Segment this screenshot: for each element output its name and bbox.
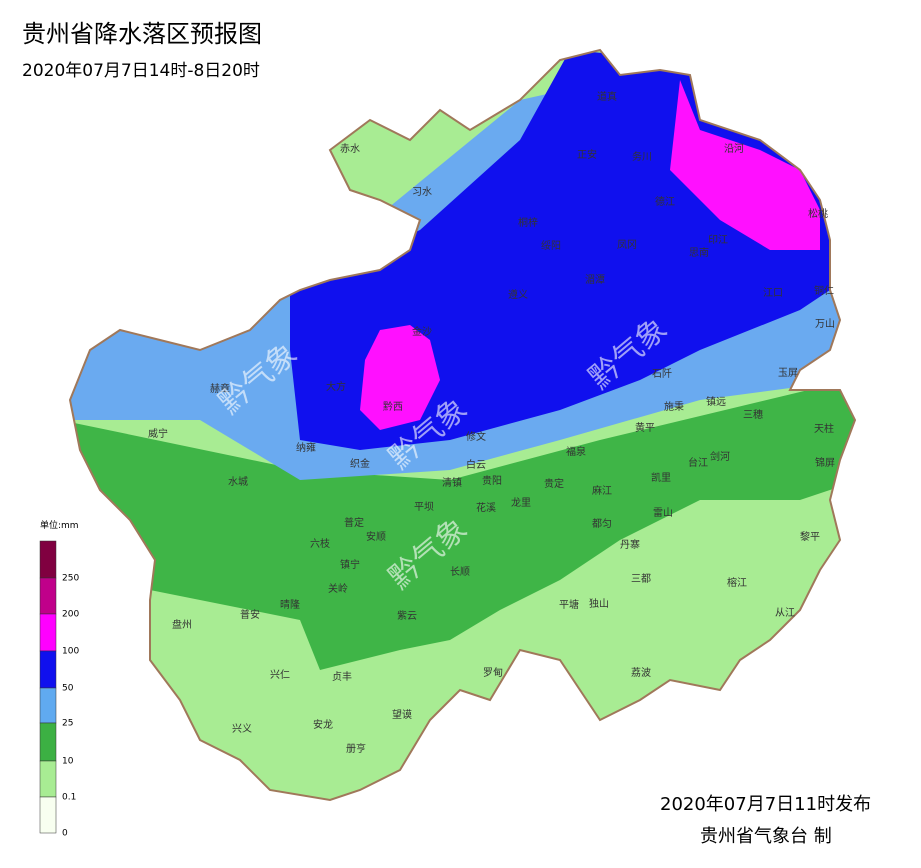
- city-label: 麻江: [592, 484, 612, 497]
- city-label: 桐梓: [518, 216, 538, 229]
- city-label: 织金: [350, 457, 370, 470]
- city-label: 凤冈: [617, 239, 637, 251]
- province-border: [68, 48, 857, 802]
- city-label: 黄平: [635, 421, 655, 434]
- city-label: 花溪: [476, 501, 496, 514]
- city-label: 镇远: [706, 395, 726, 408]
- city-label: 威宁: [148, 427, 168, 440]
- city-label: 江口: [763, 287, 783, 299]
- city-label: 福泉: [566, 445, 586, 458]
- city-label: 大方: [326, 380, 346, 393]
- city-label: 贵阳: [482, 474, 502, 487]
- city-label: 丹寨: [620, 538, 640, 551]
- city-label: 黎平: [800, 530, 820, 543]
- city-label: 剑河: [710, 450, 730, 463]
- city-label: 紫云: [397, 610, 417, 622]
- city-label: 修文: [466, 430, 486, 443]
- city-label: 沿河: [724, 143, 744, 155]
- subtitle: 2020年07月7日14时-8日20时: [22, 61, 260, 81]
- city-label: 三穗: [743, 408, 763, 421]
- legend-tick: 0: [62, 829, 68, 839]
- city-label: 平塘: [559, 598, 579, 611]
- city-label: 赫章: [210, 382, 230, 395]
- city-label: 榕江: [727, 576, 747, 589]
- city-label: 三都: [631, 573, 651, 585]
- city-label: 德江: [655, 195, 675, 208]
- city-label: 铜仁: [814, 285, 834, 297]
- city-label: 印江: [708, 234, 728, 246]
- city-label: 普定: [344, 516, 364, 529]
- city-label: 晴隆: [280, 598, 300, 611]
- city-label: 册亨: [346, 742, 366, 755]
- legend-tick: 250: [62, 574, 79, 584]
- city-label: 安龙: [313, 718, 333, 731]
- legend-tick: 50: [62, 684, 74, 694]
- city-label: 金沙: [412, 325, 432, 338]
- city-label: 施秉: [664, 400, 684, 413]
- city-label: 平坝: [414, 501, 434, 513]
- city-label: 习水: [412, 186, 432, 198]
- city-label: 龙里: [511, 496, 531, 509]
- city-label: 石阡: [652, 368, 672, 380]
- city-label: 荔波: [631, 666, 651, 679]
- city-label: 务川: [632, 150, 652, 163]
- city-label: 长顺: [450, 566, 470, 578]
- city-label: 天柱: [814, 422, 834, 435]
- city-label: 都匀: [592, 518, 612, 530]
- city-label: 凯里: [651, 471, 671, 484]
- city-label: 白云: [466, 458, 486, 471]
- city-label: 锦屏: [815, 456, 835, 469]
- issue-time: 2020年07月7日11时发布: [660, 794, 871, 815]
- city-label: 思南: [689, 246, 709, 259]
- city-label: 盘州: [172, 618, 192, 631]
- city-label: 纳雍: [296, 441, 316, 454]
- city-label: 贞丰: [332, 670, 352, 683]
- city-label: 罗甸: [483, 666, 503, 679]
- city-label: 安顺: [366, 530, 386, 543]
- legend-tick: 25: [62, 719, 73, 729]
- city-label: 兴义: [232, 723, 252, 735]
- city-label: 赤水: [340, 143, 360, 155]
- city-label: 清镇: [442, 476, 462, 489]
- city-label: 玉屏: [778, 367, 798, 379]
- city-label: 松桃: [808, 207, 828, 220]
- city-label: 独山: [589, 597, 609, 610]
- legend-unit: 单位:mm: [40, 519, 79, 531]
- city-label: 万山: [815, 318, 835, 330]
- city-label: 望谟: [392, 708, 412, 721]
- city-label: 兴仁: [270, 669, 290, 681]
- city-label: 六枝: [310, 537, 330, 550]
- city-label: 贵定: [544, 477, 564, 490]
- city-label: 关岭: [328, 582, 348, 595]
- city-label: 黔西: [383, 400, 403, 413]
- city-label: 台江: [688, 456, 708, 469]
- city-label: 绥阳: [541, 240, 561, 252]
- city-label: 湄潭: [585, 274, 605, 286]
- city-label: 遵义: [508, 288, 528, 301]
- city-label: 道真: [597, 90, 617, 103]
- legend-tick: 10: [62, 757, 74, 767]
- city-label: 镇宁: [340, 558, 360, 571]
- legend-tick: 100: [62, 647, 79, 657]
- agency: 贵州省气象台 制: [700, 826, 832, 847]
- legend-tick: 0.1: [62, 793, 76, 803]
- city-label: 正安: [577, 148, 597, 161]
- city-label: 水城: [228, 476, 248, 488]
- city-label: 普安: [240, 608, 260, 621]
- city-label: 雷山: [653, 507, 673, 519]
- legend-tick: 200: [62, 610, 79, 620]
- legend-bar: [39, 540, 57, 834]
- title: 贵州省降水落区预报图: [22, 20, 262, 48]
- city-label: 从江: [775, 607, 795, 619]
